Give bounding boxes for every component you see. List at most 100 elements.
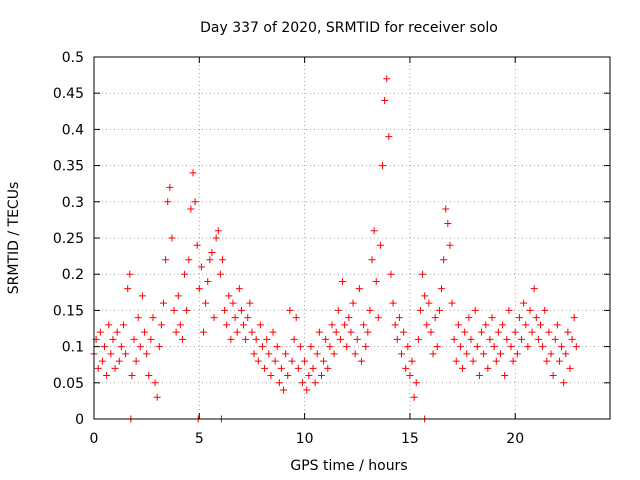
data-point — [339, 277, 347, 285]
data-point — [141, 328, 149, 336]
data-point — [461, 328, 469, 336]
data-point — [176, 321, 184, 329]
data-point — [355, 285, 363, 293]
data-point — [303, 386, 311, 394]
data-point — [195, 285, 203, 293]
data-point — [568, 335, 576, 343]
data-point — [168, 234, 176, 242]
data-point — [225, 292, 233, 300]
data-point — [446, 241, 454, 249]
data-point — [117, 343, 125, 351]
data-point — [478, 328, 486, 336]
y-tick-label: 0.4 — [62, 122, 84, 138]
data-point — [98, 357, 106, 365]
data-point — [324, 364, 332, 372]
data-point — [216, 270, 224, 278]
data-point — [282, 350, 290, 358]
data-point — [126, 270, 134, 278]
data-point — [263, 335, 271, 343]
data-point — [105, 321, 113, 329]
data-point — [231, 314, 239, 322]
x-tick-label: 20 — [506, 431, 524, 447]
y-tick-label: 0.25 — [53, 231, 84, 247]
data-point — [499, 321, 507, 329]
data-point — [368, 256, 376, 264]
data-point — [271, 357, 279, 365]
data-point — [311, 379, 319, 387]
data-point — [395, 314, 403, 322]
data-point — [507, 343, 515, 351]
data-point — [261, 364, 269, 372]
y-tick-label: 0.5 — [62, 50, 84, 66]
data-point — [490, 343, 498, 351]
data-point — [364, 328, 372, 336]
data-point — [265, 350, 273, 358]
data-point — [244, 314, 252, 322]
data-point — [170, 306, 178, 314]
data-point — [515, 314, 523, 322]
data-point — [465, 314, 473, 322]
data-point — [122, 350, 130, 358]
data-point — [252, 335, 260, 343]
data-point — [218, 256, 226, 264]
data-point — [103, 372, 111, 380]
data-point — [564, 328, 572, 336]
data-point — [539, 343, 547, 351]
data-point — [275, 379, 283, 387]
data-point — [233, 328, 241, 336]
data-point — [459, 364, 467, 372]
data-point — [526, 306, 534, 314]
data-point — [193, 241, 201, 249]
data-point — [425, 299, 433, 307]
data-point — [240, 321, 248, 329]
data-point — [347, 328, 355, 336]
data-point — [397, 350, 405, 358]
data-point — [541, 306, 549, 314]
data-point — [349, 299, 357, 307]
data-point — [286, 306, 294, 314]
data-point — [248, 328, 256, 336]
data-point — [307, 343, 315, 351]
grid-lines — [94, 57, 610, 419]
data-point — [267, 372, 275, 380]
data-point — [143, 350, 151, 358]
data-point — [433, 343, 441, 351]
data-point — [258, 343, 266, 351]
data-point — [210, 314, 218, 322]
data-point — [237, 306, 245, 314]
data-point — [246, 299, 254, 307]
data-point — [221, 306, 229, 314]
data-point — [96, 328, 104, 336]
data-point — [119, 321, 127, 329]
y-axis-label: SRMTID / TECUs — [6, 182, 22, 295]
data-point — [419, 270, 427, 278]
x-tick-label: 5 — [195, 431, 204, 447]
x-tick-label: 10 — [296, 431, 314, 447]
data-point — [277, 364, 285, 372]
data-point — [250, 350, 258, 358]
data-point — [524, 343, 532, 351]
data-point — [273, 343, 281, 351]
x-tick-label: 0 — [90, 431, 99, 447]
data-point — [532, 314, 540, 322]
data-point — [400, 328, 408, 336]
data-point — [475, 372, 483, 380]
data-point — [505, 306, 513, 314]
data-point — [132, 357, 140, 365]
x-tick-label: 15 — [401, 431, 419, 447]
data-point — [547, 350, 555, 358]
data-point — [200, 328, 208, 336]
data-point — [509, 357, 517, 365]
data-point — [492, 357, 500, 365]
data-point — [404, 343, 412, 351]
data-point — [463, 350, 471, 358]
data-point — [153, 393, 161, 401]
data-point — [94, 364, 102, 372]
data-point — [107, 350, 115, 358]
data-point — [431, 314, 439, 322]
data-point — [115, 357, 123, 365]
data-point — [558, 343, 566, 351]
data-point — [402, 364, 410, 372]
data-point — [414, 335, 422, 343]
